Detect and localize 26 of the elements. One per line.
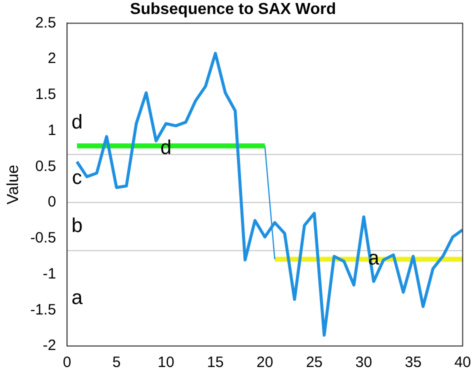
y-axis-title: Value xyxy=(5,164,22,204)
y-tick-label: 0 xyxy=(48,194,56,211)
y-tick-label: -0.5 xyxy=(30,230,56,247)
x-tick-label: 30 xyxy=(355,354,372,372)
annotation: a xyxy=(368,248,380,270)
x-tick-label: 25 xyxy=(306,354,323,372)
x-tick-label: 35 xyxy=(404,354,422,372)
x-tick-label: 0 xyxy=(62,354,72,372)
chart-title: Subsequence to SAX Word xyxy=(130,1,336,18)
x-tick-label: 15 xyxy=(207,354,224,372)
y-tick-label: -2 xyxy=(42,337,56,354)
y-tick-label: 0.5 xyxy=(35,158,56,175)
y-tick-label: 1.5 xyxy=(35,86,56,104)
x-tick-label: 40 xyxy=(454,354,471,372)
annotation: d xyxy=(71,112,83,134)
y-tick-label: 2 xyxy=(48,50,56,68)
x-tick-label: 5 xyxy=(112,354,121,372)
annotation: c xyxy=(72,167,82,190)
x-tick-label: 10 xyxy=(158,354,174,372)
y-tick-label: -1.5 xyxy=(30,301,56,318)
x-tick-label: 20 xyxy=(256,354,274,372)
y-tick-label: 1 xyxy=(48,122,56,139)
y-tick-label: 2.5 xyxy=(35,14,56,32)
y-tick-label: -1 xyxy=(42,265,56,282)
annotation: b xyxy=(71,215,83,238)
annotation: a xyxy=(71,286,84,309)
